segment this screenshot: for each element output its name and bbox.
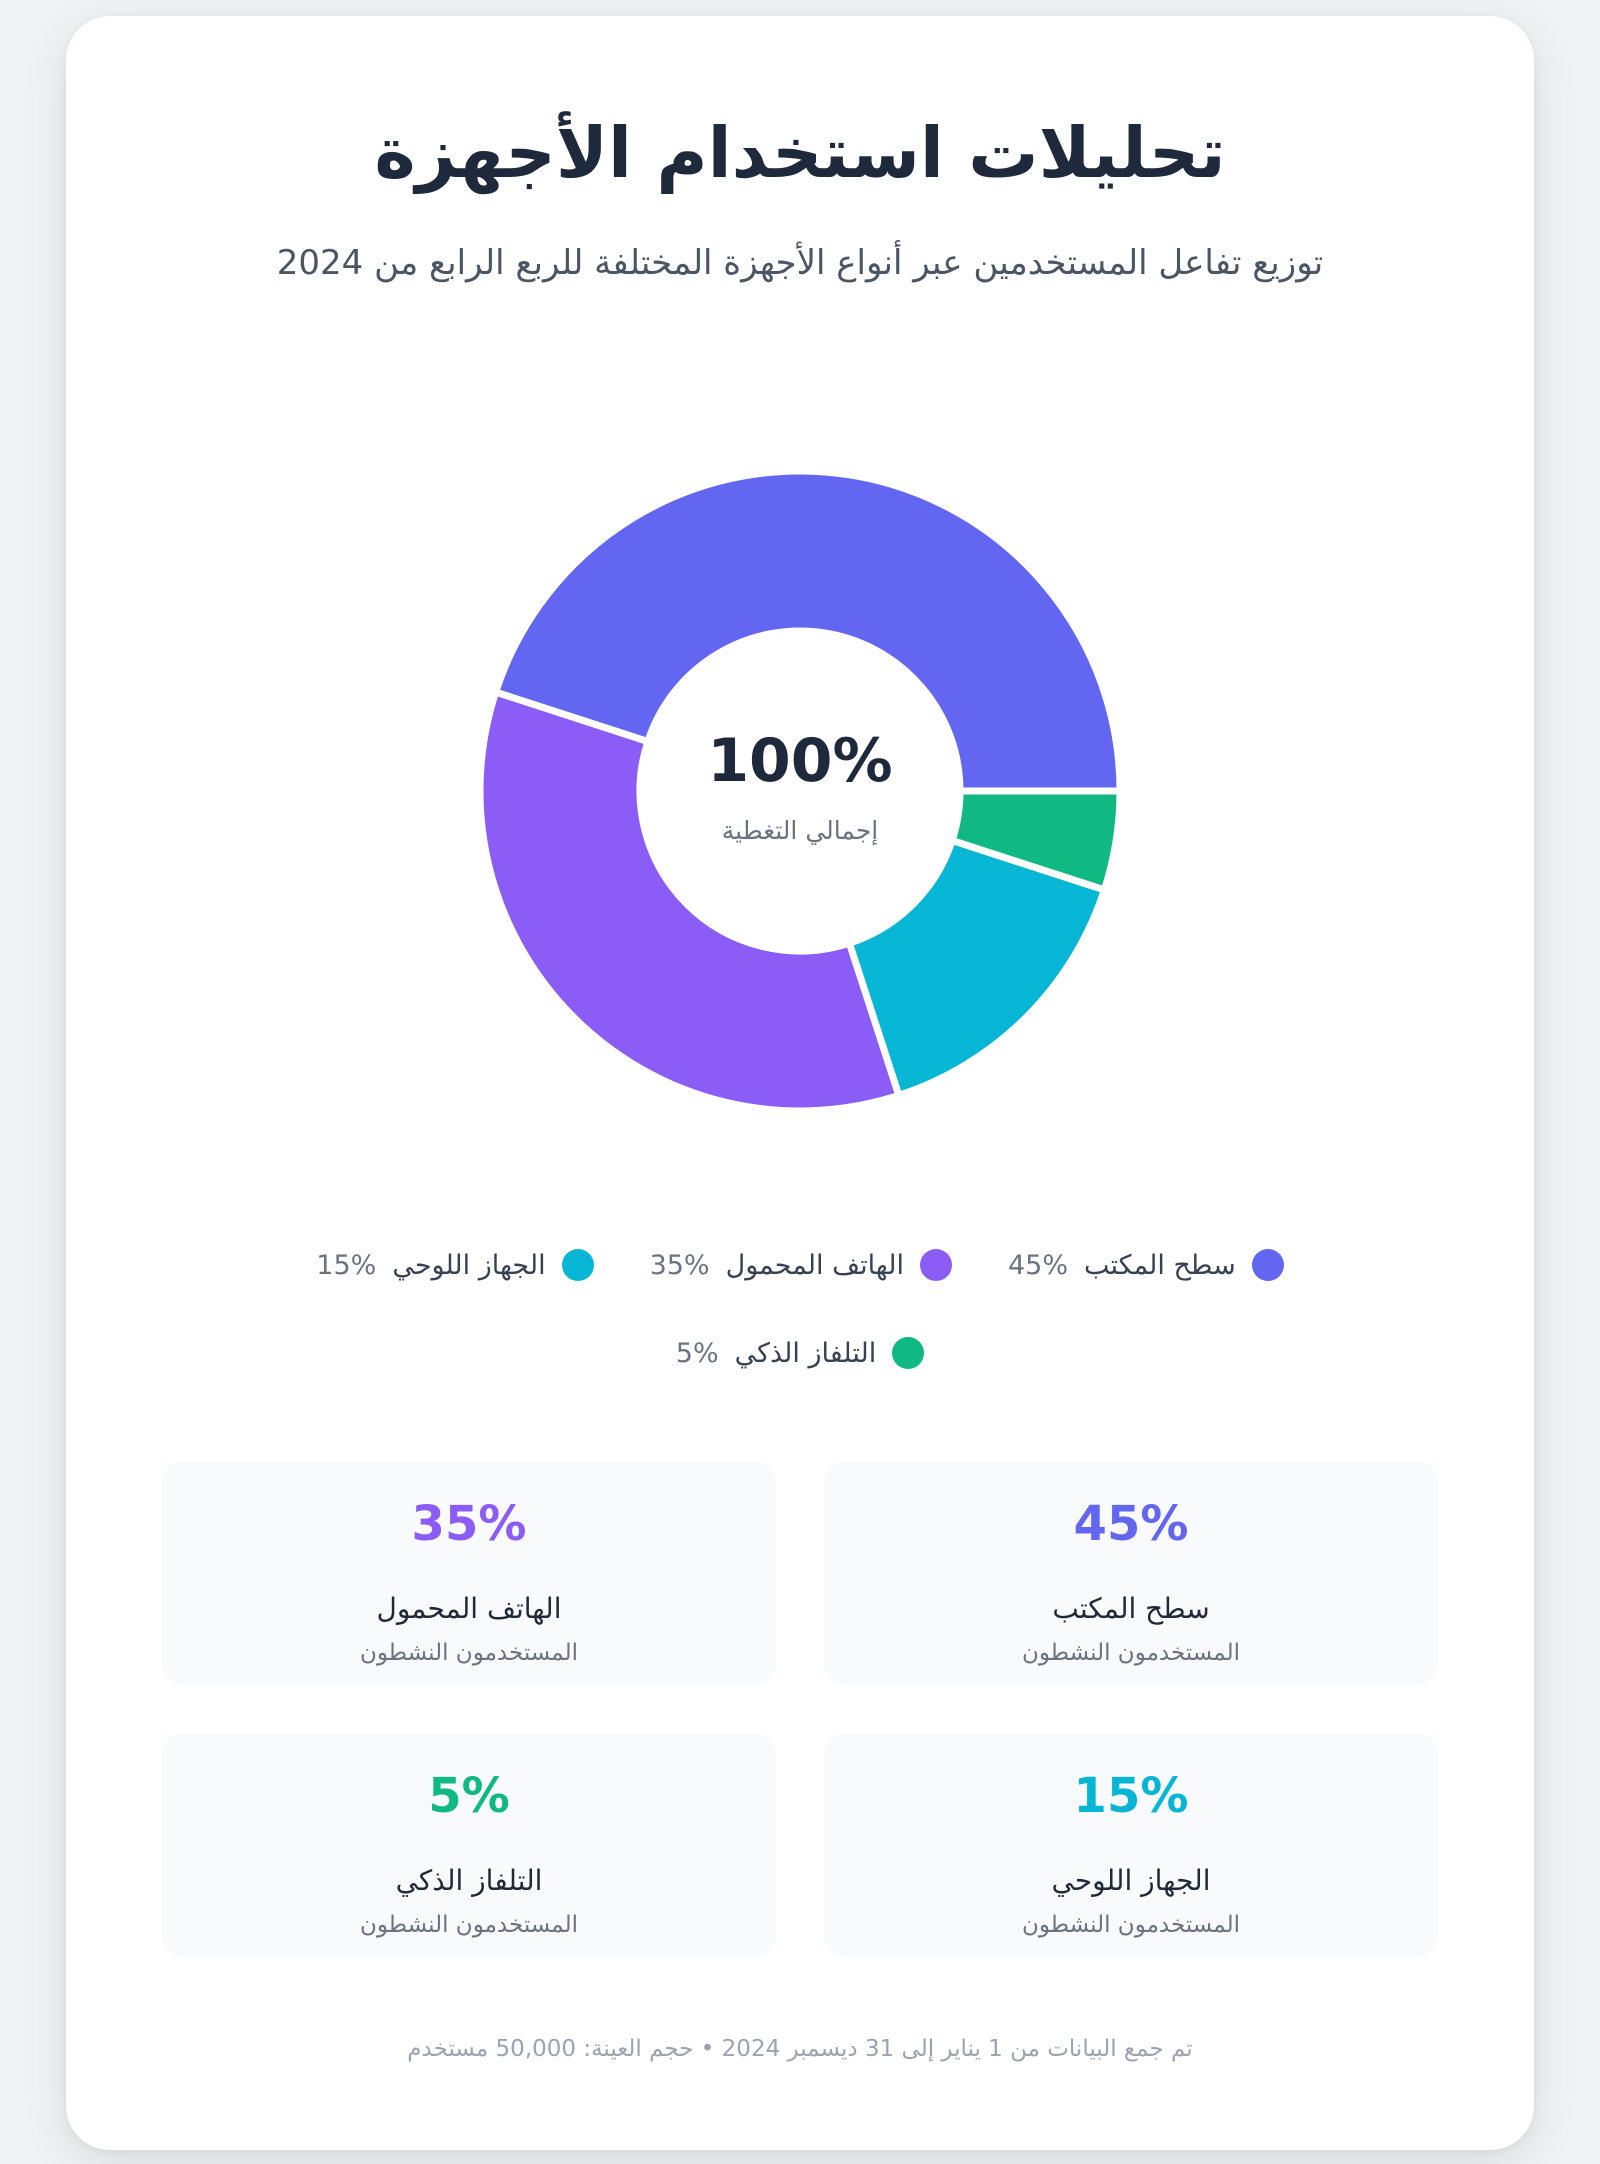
- legend-swatch: [892, 1337, 925, 1369]
- stat-sublabel: المستخدمون النشطون: [360, 1912, 578, 1938]
- legend-item[interactable]: سطح المكتب 45%: [1008, 1244, 1284, 1286]
- legend-item[interactable]: التلفاز الذكي 5%: [675, 1332, 925, 1374]
- legend-item[interactable]: الجهاز اللوحي 15%: [316, 1244, 594, 1286]
- stat-sublabel: المستخدمون النشطون: [1022, 1640, 1240, 1666]
- legend-value: 15%: [316, 1249, 377, 1281]
- legend-swatch: [1251, 1249, 1284, 1281]
- legend-label: التلفاز الذكي: [734, 1337, 877, 1369]
- donut-slice[interactable]: [947, 787, 1124, 895]
- donut-chart-area: 100% إجمالي التغطية: [66, 446, 1534, 1146]
- legend-label: الجهاز اللوحي: [392, 1249, 546, 1281]
- donut-slice[interactable]: [845, 836, 1109, 1100]
- footer-note: تم جمع البيانات من 1 يناير إلى 31 ديسمبر…: [407, 2036, 1193, 2062]
- center-label: إجمالي التغطية: [722, 816, 879, 846]
- stat-card: 45% سطح المكتب المستخدمون النشطون: [824, 1462, 1438, 1684]
- stat-value: 15%: [1073, 1768, 1189, 1824]
- stats-grid: 45% سطح المكتب المستخدمون النشطون 35% الهاتف…: [162, 1462, 1438, 1956]
- chart-legend: سطح المكتب 45% الهاتف المحمول 35% الجهاز الل…: [200, 1244, 1400, 1374]
- legend-item[interactable]: الهاتف المحمول 35%: [650, 1244, 952, 1286]
- donut-slice[interactable]: [476, 687, 904, 1115]
- legend-value: 5%: [675, 1337, 719, 1369]
- legend-swatch: [919, 1249, 952, 1281]
- page-subtitle: توزيع تفاعل المستخدمين عبر أنواع الأجهزة…: [276, 243, 1324, 283]
- dashboard-card: تحليلات استخدام الأجهزة توزيع تفاعل المس…: [66, 16, 1534, 2150]
- legend-swatch: [561, 1249, 594, 1281]
- donut-slice[interactable]: [491, 467, 1124, 795]
- legend-label: الهاتف المحمول: [725, 1249, 904, 1281]
- legend-value: 35%: [649, 1249, 710, 1281]
- donut-chart: 100% إجمالي التغطية: [476, 467, 1124, 1115]
- stat-label: التلفاز الذكي: [395, 1864, 543, 1897]
- stat-card: 15% الجهاز اللوحي المستخدمون النشطون: [824, 1734, 1438, 1956]
- stat-label: الجهاز اللوحي: [1051, 1864, 1211, 1897]
- center-value: 100%: [707, 726, 892, 796]
- legend-label: سطح المكتب: [1084, 1249, 1236, 1281]
- stat-value: 45%: [1073, 1496, 1189, 1552]
- stat-sublabel: المستخدمون النشطون: [1022, 1912, 1240, 1938]
- page-title: تحليلات استخدام الأجهزة: [374, 112, 1226, 194]
- stat-value: 5%: [428, 1768, 510, 1824]
- stat-value: 35%: [411, 1496, 527, 1552]
- stat-label: الهاتف المحمول: [376, 1592, 562, 1625]
- stat-label: سطح المكتب: [1052, 1592, 1210, 1625]
- legend-value: 45%: [1007, 1249, 1068, 1281]
- stat-sublabel: المستخدمون النشطون: [360, 1640, 578, 1666]
- stat-card: 35% الهاتف المحمول المستخدمون النشطون: [162, 1462, 776, 1684]
- stat-card: 5% التلفاز الذكي المستخدمون النشطون: [162, 1734, 776, 1956]
